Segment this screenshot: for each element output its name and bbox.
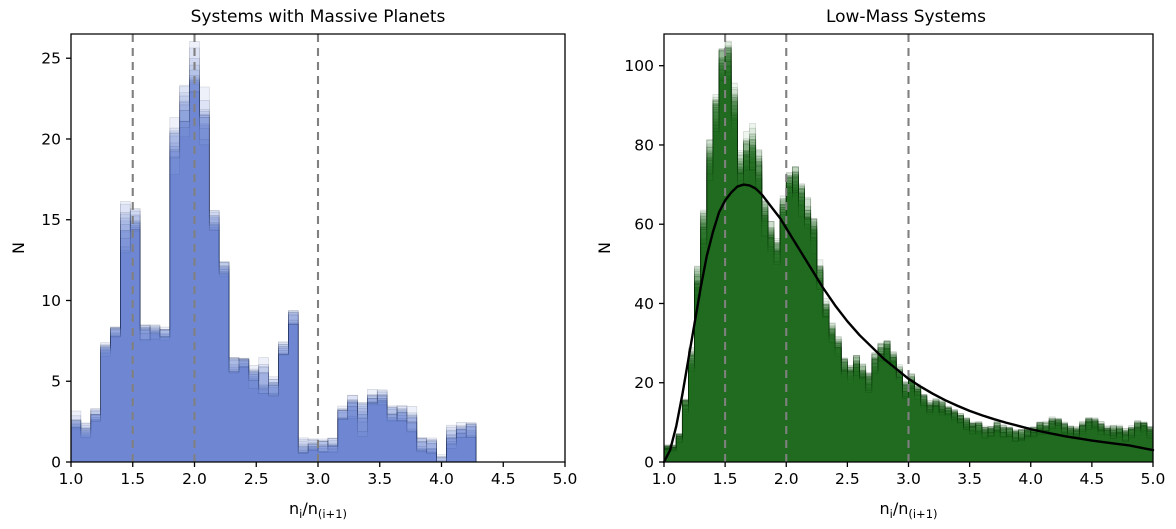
- x-tick-label: 5.0: [553, 470, 578, 488]
- panel-title-left: Systems with Massive Planets: [191, 7, 446, 27]
- chart-svg-right: Low-Mass Systems 1.0 1.5 2.0 2.5 3.0 3.5 4.0 4.…: [595, 7, 1166, 521]
- y-tick-label: 10: [41, 292, 61, 310]
- plot-area-left: 1.0 1.5 2.0 2.5 3.0 3.5 4.0 4.5 5.0 0 5 10 15 20 25 ni/…: [9, 33, 578, 521]
- y-tick-label: 100: [624, 57, 654, 75]
- x-tick-label: 2.5: [835, 470, 860, 488]
- panel-massive-planets: Systems with Massive Planets 1.0 1.5 2.0 2.…: [9, 7, 578, 521]
- histogram-realization: [70, 41, 477, 463]
- y-tick-label: 20: [634, 374, 654, 392]
- histogram-realization: [663, 75, 1154, 463]
- x-tick-label: 3.5: [957, 470, 982, 488]
- y-tick-label: 15: [41, 211, 61, 229]
- y-tick-label: 0: [51, 454, 61, 472]
- x-tick-label: 2.5: [244, 470, 269, 488]
- x-tick-label: 2.0: [182, 470, 207, 488]
- y-tick-label: 80: [634, 136, 654, 154]
- x-tick-label: 1.0: [652, 470, 677, 488]
- y-tick-label: 0: [644, 454, 654, 472]
- y-tick-label: 40: [634, 295, 654, 313]
- x-tick-label: 1.0: [59, 470, 84, 488]
- panel-low-mass: Low-Mass Systems 1.0 1.5 2.0 2.5 3.0 3.5 4.0 4.…: [588, 0, 1176, 529]
- fit-curve: [662, 183, 1155, 464]
- histogram-realization: [70, 64, 477, 463]
- histogram-realization: [70, 81, 477, 463]
- x-tick-label: 1.5: [120, 470, 145, 488]
- chart-svg-left: Systems with Massive Planets 1.0 1.5 2.0 2.…: [9, 7, 578, 521]
- y-axis-title: N: [595, 242, 614, 254]
- y-tick-label: 20: [41, 130, 61, 148]
- histogram-realization: [70, 77, 477, 463]
- histogram-realization: [70, 69, 477, 463]
- histogram-realization: [70, 91, 477, 463]
- histogram-realization: [70, 78, 477, 463]
- x-axis-title: ni/n(i+1): [289, 499, 347, 521]
- panel-title-right: Low-Mass Systems: [826, 7, 986, 27]
- histogram-realization: [70, 75, 477, 463]
- histogram-realization: [70, 47, 477, 463]
- histogram-realization: [70, 80, 477, 463]
- histogram-overlays: [70, 41, 477, 463]
- plot-area-right: 1.0 1.5 2.0 2.5 3.0 3.5 4.0 4.5 5.0 0 20 40 60 80 100 n…: [595, 33, 1166, 521]
- x-tick-label: 3.0: [306, 470, 331, 488]
- x-tick-label: 4.5: [491, 470, 516, 488]
- x-tick-label: 4.0: [1018, 470, 1043, 488]
- y-tick-label: 60: [634, 216, 654, 234]
- x-tick-label: 5.0: [1141, 470, 1166, 488]
- y-tick-label: 25: [41, 50, 61, 68]
- x-tick-label: 4.0: [429, 470, 454, 488]
- x-tick-label: 4.5: [1080, 470, 1105, 488]
- x-tick-label: 3.0: [896, 470, 921, 488]
- histogram-realization: [70, 91, 477, 463]
- x-tick-label: 2.0: [774, 470, 799, 488]
- x-tick-label: 3.5: [367, 470, 392, 488]
- histogram-realization: [70, 57, 477, 463]
- histogram-realization: [70, 82, 477, 463]
- y-tick-label: 5: [51, 373, 61, 391]
- x-axis-title: ni/n(i+1): [880, 499, 938, 521]
- x-tick-label: 1.5: [713, 470, 738, 488]
- histogram-realization: [70, 84, 477, 463]
- y-axis-title: N: [9, 242, 28, 254]
